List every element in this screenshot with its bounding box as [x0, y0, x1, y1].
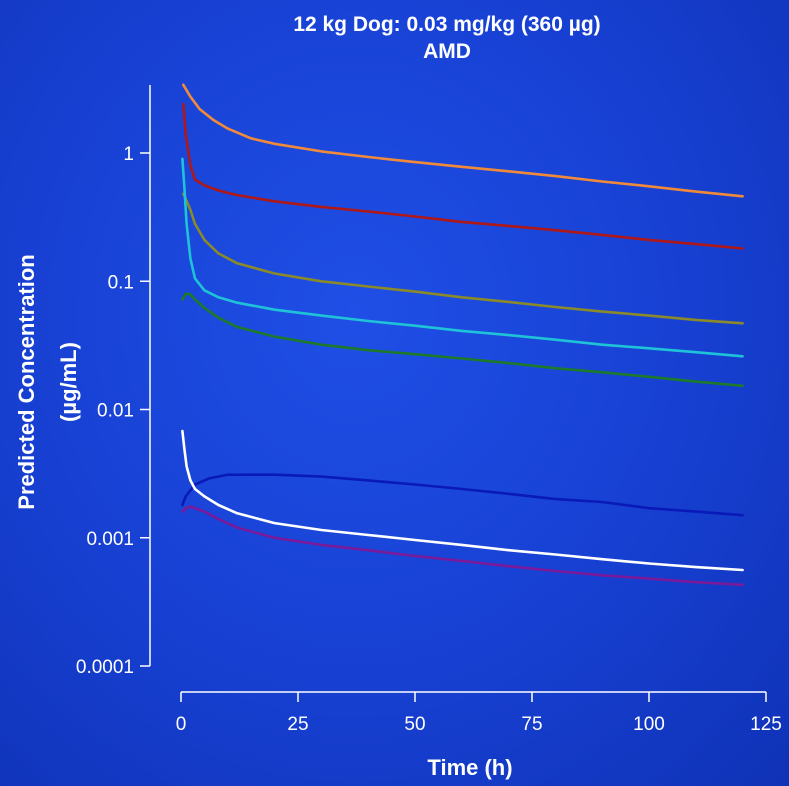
x-tick-label: 125 [750, 714, 782, 735]
series-line-3 [182, 192, 744, 325]
axes [149, 85, 766, 693]
series-line-7 [181, 429, 744, 572]
series-line-2 [182, 102, 744, 250]
y-tick-label: 0.001 [86, 529, 134, 550]
x-tick-label: 0 [176, 714, 187, 735]
y-tick-label: 1 [123, 144, 134, 165]
y-tick-label: 0.01 [97, 401, 134, 422]
x-tick-label: 100 [633, 714, 665, 735]
x-axis-ticks: 0 25 50 75 100 125 [176, 692, 782, 735]
series-line-1 [182, 83, 744, 198]
y-tick-label: 0.1 [108, 272, 134, 293]
x-tick-label: 75 [521, 714, 542, 735]
chart-title: 12 kg Dog: 0.03 mg/kg (360 µg) [293, 13, 600, 36]
chart-subtitle: AMD [423, 40, 471, 63]
series-lines [181, 83, 744, 587]
series-line-4 [181, 157, 744, 358]
y-axis-label-group: Predicted Concentration (µg/mL) [14, 254, 81, 509]
y-axis-ticks: 0.0001 0.001 0.01 0.1 1 [76, 144, 150, 678]
y-axis-label-line2: (µg/mL) [56, 342, 81, 422]
series-line-8 [181, 505, 744, 587]
series-line-6 [181, 473, 744, 517]
x-tick-label: 25 [287, 714, 308, 735]
x-axis-label: Time (h) [427, 755, 512, 780]
y-tick-label: 0.0001 [76, 657, 134, 678]
x-tick-label: 50 [404, 714, 425, 735]
y-axis-label-line1: Predicted Concentration [14, 254, 39, 509]
series-line-5 [181, 292, 744, 388]
